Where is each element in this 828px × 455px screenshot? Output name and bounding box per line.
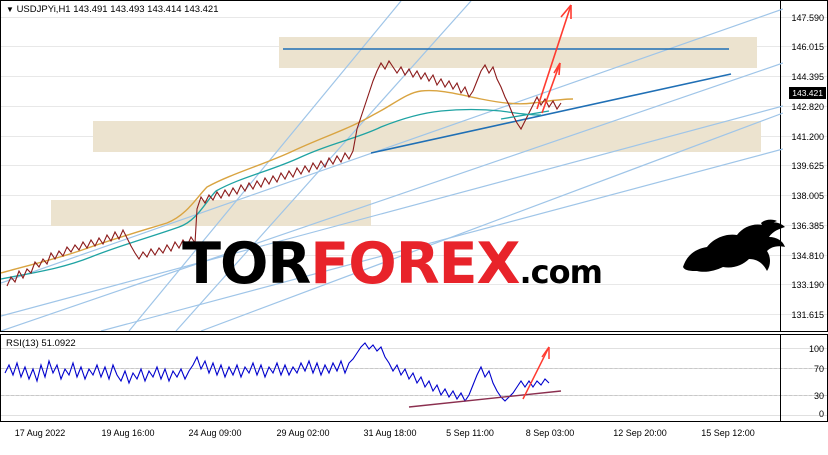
time-tick: 31 Aug 18:00 — [363, 428, 417, 438]
price-tick: 133.190 — [791, 280, 824, 290]
forecast-arrow-short — [541, 62, 561, 114]
time-tick: 15 Sep 12:00 — [701, 428, 755, 438]
price-gridline — [1, 195, 827, 196]
channel-lines — [1, 1, 783, 331]
price-plot-area[interactable]: TORFOREX.com ▼ USDJPYi,H1 143.491 143.49… — [1, 1, 827, 331]
time-tick: 24 Aug 09:00 — [188, 428, 242, 438]
price-gridline — [1, 165, 827, 166]
price-tick: 146.015 — [791, 42, 824, 52]
current-price-tag: 143.421 — [789, 87, 826, 99]
symbol-quote-text: USDJPYi,H1 143.491 143.493 143.414 143.4… — [16, 4, 219, 15]
rsi-series-svg — [4, 342, 562, 408]
trend-lines — [283, 48, 732, 154]
price-gridline — [1, 76, 827, 77]
rsi-trendline — [408, 390, 562, 408]
price-tick: 136.385 — [791, 221, 824, 231]
ma-slow-extension — [500, 110, 550, 120]
price-tick: 134.810 — [791, 251, 824, 261]
rsi-forecast-arrow — [522, 346, 550, 400]
rsi-tick: 30 — [813, 391, 824, 401]
rsi-tick: 0 — [818, 409, 824, 419]
price-tick: 131.615 — [791, 310, 824, 320]
rsi-tick: 70 — [813, 364, 824, 374]
resistance-zone-box — [51, 200, 371, 226]
rsi-tick: 100 — [808, 344, 824, 354]
rsi-plot-area[interactable]: RSI(13) 51.0922 100 70 30 0 — [1, 335, 827, 421]
rsi-gridline — [1, 415, 827, 416]
price-tick: 142.820 — [791, 102, 824, 112]
price-gridline — [1, 225, 827, 226]
time-tick: 5 Sep 11:00 — [446, 428, 494, 438]
symbol-quote-label: ▼ USDJPYi,H1 143.491 143.493 143.414 143… — [6, 4, 219, 15]
time-axis: 17 Aug 2022 19 Aug 16:00 24 Aug 09:00 29… — [0, 424, 828, 455]
ma-fast-line — [1, 89, 574, 274]
time-tick: 29 Aug 02:00 — [276, 428, 330, 438]
rsi-axis-separator — [780, 335, 781, 421]
ma-slow-line — [1, 108, 542, 280]
time-tick: 17 Aug 2022 — [14, 428, 66, 438]
resistance-zone-box — [93, 121, 761, 152]
price-gridline — [1, 314, 827, 315]
price-chart-panel[interactable]: TORFOREX.com ▼ USDJPYi,H1 143.491 143.49… — [0, 0, 828, 332]
price-tick: 138.005 — [791, 191, 824, 201]
rsi-indicator-label: RSI(13) 51.0922 — [6, 338, 76, 349]
price-candles — [6, 59, 562, 287]
rsi-gridline — [1, 348, 827, 349]
rsi-level-70 — [1, 368, 827, 369]
rsi-chart-panel[interactable]: RSI(13) 51.0922 100 70 30 0 — [0, 334, 828, 422]
price-tick: 139.625 — [791, 161, 824, 171]
time-tick: 8 Sep 03:00 — [525, 428, 575, 438]
rsi-level-30 — [1, 395, 827, 396]
price-gridline — [1, 255, 827, 256]
price-gridline — [1, 284, 827, 285]
price-tick: 147.590 — [791, 13, 824, 23]
time-tick: 19 Aug 16:00 — [101, 428, 155, 438]
price-series-svg — [1, 1, 783, 331]
price-gridline — [1, 17, 827, 18]
forecast-arrow-long — [536, 4, 572, 110]
price-tick: 144.395 — [791, 72, 824, 82]
price-axis-separator — [780, 1, 781, 331]
price-gridline — [1, 106, 827, 107]
price-tick: 141.200 — [791, 132, 824, 142]
time-tick: 12 Sep 20:00 — [613, 428, 667, 438]
bull-logo-icon — [683, 219, 785, 272]
